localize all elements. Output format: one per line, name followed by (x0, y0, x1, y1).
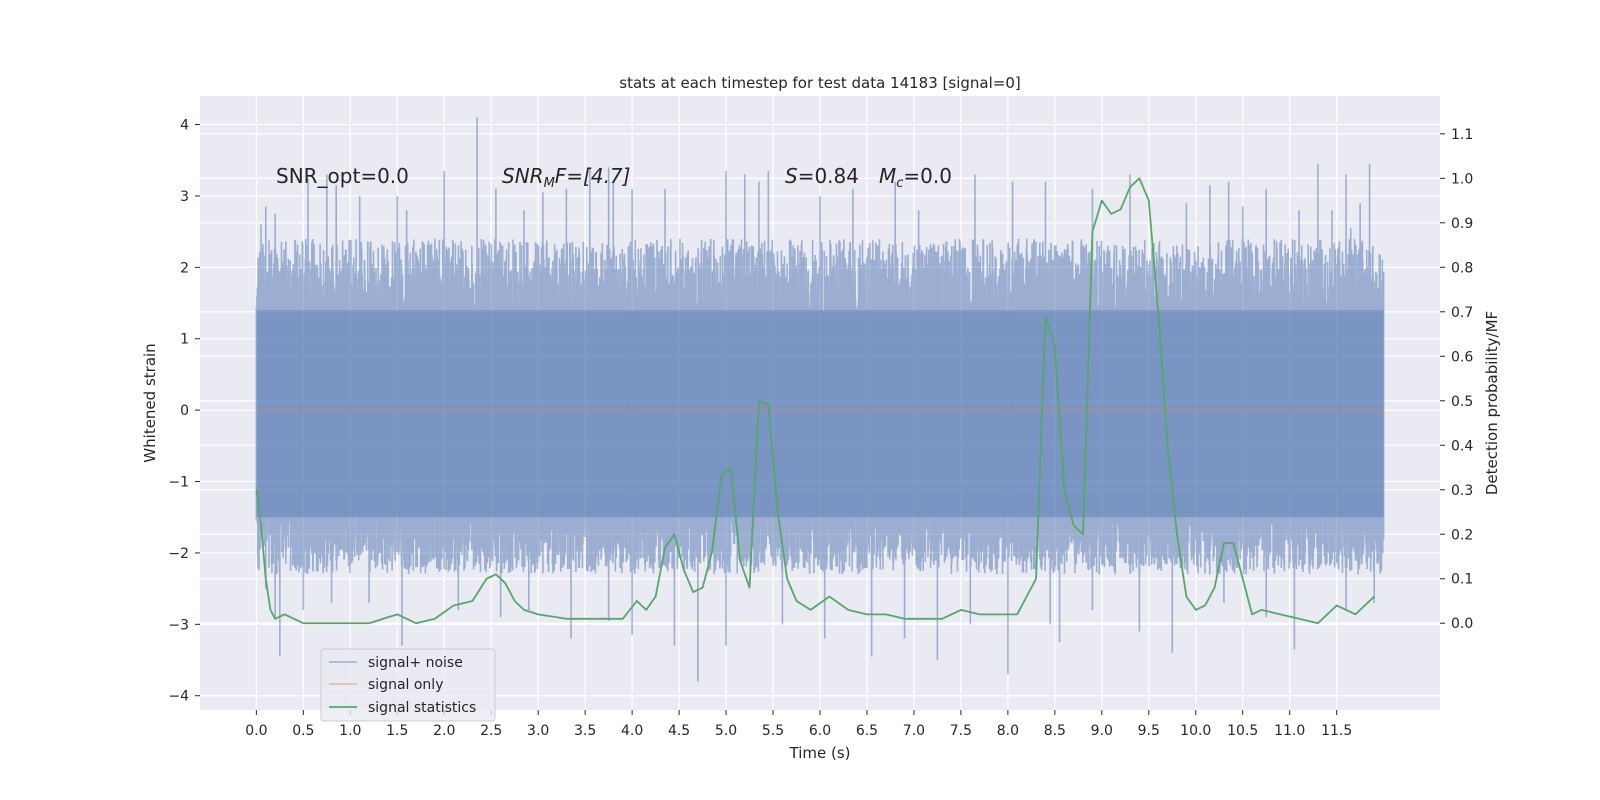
annotation-s-var: S (785, 164, 798, 188)
y2-axis-ticks: 1.1 1.0 0.9 0.8 0.7 0.6 0.5 0.4 0.3 0.2 0.1 0.0 (1440, 127, 1473, 632)
y-tick-label: 2 (180, 260, 189, 276)
y2-tick-label: 0.1 (1451, 572, 1473, 588)
x-tick-label: 1.0 (339, 723, 361, 739)
signal-statistics-line (255, 177, 1375, 625)
x-tick-label: 8.0 (997, 723, 1019, 739)
legend-label-signal-only: signal only (368, 677, 443, 693)
x-tick-label: 2.5 (480, 723, 502, 739)
x-tick-label: 1.5 (386, 723, 408, 739)
x-tick-label: 11.5 (1321, 723, 1352, 739)
x-tick-label: 3.5 (574, 723, 596, 739)
y-axis-ticks: 4 3 2 1 0 −1 −2 −3 −4 (168, 118, 200, 705)
x-tick-label: 7.0 (903, 723, 925, 739)
x-tick-label: 8.5 (1044, 723, 1066, 739)
y2-tick-label: 0.9 (1451, 216, 1473, 232)
y-tick-label: 0 (180, 403, 189, 419)
x-tick-label: 9.0 (1091, 723, 1113, 739)
annotation-snr-mf: SNRMF=[4.7] (502, 164, 630, 191)
x-tick-label: 10.0 (1180, 723, 1211, 739)
annotation-mc-var: M (879, 164, 896, 188)
series-signal-statistics (255, 177, 1375, 625)
x-tick-label: 0.5 (292, 723, 314, 739)
annotation-snr-mf-sub: M (544, 176, 555, 191)
noise-trace (255, 117, 1385, 682)
y-axis-label: Whitened strain (141, 343, 159, 462)
y-tick-label: 3 (180, 189, 189, 205)
y2-tick-label: 0.2 (1451, 527, 1473, 543)
annotation-s: S=0.84 (785, 164, 859, 188)
y2-axis-label: Detection probability/MF (1483, 311, 1501, 495)
y2-tick-label: 0.7 (1451, 305, 1473, 321)
y2-tick-label: 1.1 (1451, 127, 1473, 143)
x-tick-label: 4.5 (668, 723, 690, 739)
y2-tick-label: 0.5 (1451, 394, 1473, 410)
x-tick-label: 7.5 (950, 723, 972, 739)
annotation-snr-mf-var: SNR (502, 164, 544, 188)
legend: signal+ noise signal only signal statist… (320, 648, 496, 722)
y2-tick-label: 0.3 (1451, 483, 1473, 499)
annotation-mc-sub: c (896, 176, 903, 191)
x-tick-label: 0.0 (245, 723, 267, 739)
y2-tick-label: 0.6 (1451, 349, 1473, 365)
x-tick-label: 11.0 (1274, 723, 1305, 739)
annotation-snr-mf-rest: F=[4.7] (555, 164, 631, 188)
y-tick-label: 4 (180, 118, 189, 134)
annotation-mc-value: =0.0 (903, 164, 952, 188)
annotation-s-value: =0.84 (798, 164, 859, 188)
legend-label-signal-noise: signal+ noise (368, 655, 463, 671)
x-tick-label: 2.0 (433, 723, 455, 739)
y2-tick-label: 0.0 (1451, 616, 1473, 632)
y2-tick-label: 0.4 (1451, 438, 1473, 454)
x-tick-label: 6.5 (856, 723, 878, 739)
legend-box (320, 648, 496, 722)
x-tick-label: 6.0 (809, 723, 831, 739)
x-tick-label: 5.5 (762, 723, 784, 739)
y-tick-label: −4 (168, 689, 189, 705)
x-tick-label: 4.0 (621, 723, 643, 739)
series-signal-noise (255, 117, 1385, 682)
y-tick-label: −2 (168, 546, 189, 562)
annotation-snr-opt: SNR_opt=0.0 (276, 164, 409, 188)
noise-band-core (256, 310, 1384, 518)
y-tick-label: −3 (168, 617, 189, 633)
y-tick-label: −1 (168, 475, 189, 491)
x-tick-label: 10.5 (1227, 723, 1258, 739)
x-axis-label: Time (s) (789, 744, 851, 762)
x-axis-ticks: 0.0 0.5 1.0 1.5 2.0 2.5 3.0 3.5 4.0 4.5 5.0 5.5 6.0 6… (245, 710, 1352, 739)
x-tick-label: 5.0 (715, 723, 737, 739)
x-tick-label: 9.5 (1138, 723, 1160, 739)
y2-tick-label: 0.8 (1451, 260, 1473, 276)
legend-label-signal-statistics: signal statistics (368, 700, 476, 716)
y2-tick-label: 1.0 (1451, 171, 1473, 187)
chart-title: stats at each timestep for test data 141… (619, 74, 1020, 92)
x-tick-label: 3.0 (527, 723, 549, 739)
annotation-mc: Mc=0.0 (879, 164, 952, 191)
y-tick-label: 1 (180, 332, 189, 348)
